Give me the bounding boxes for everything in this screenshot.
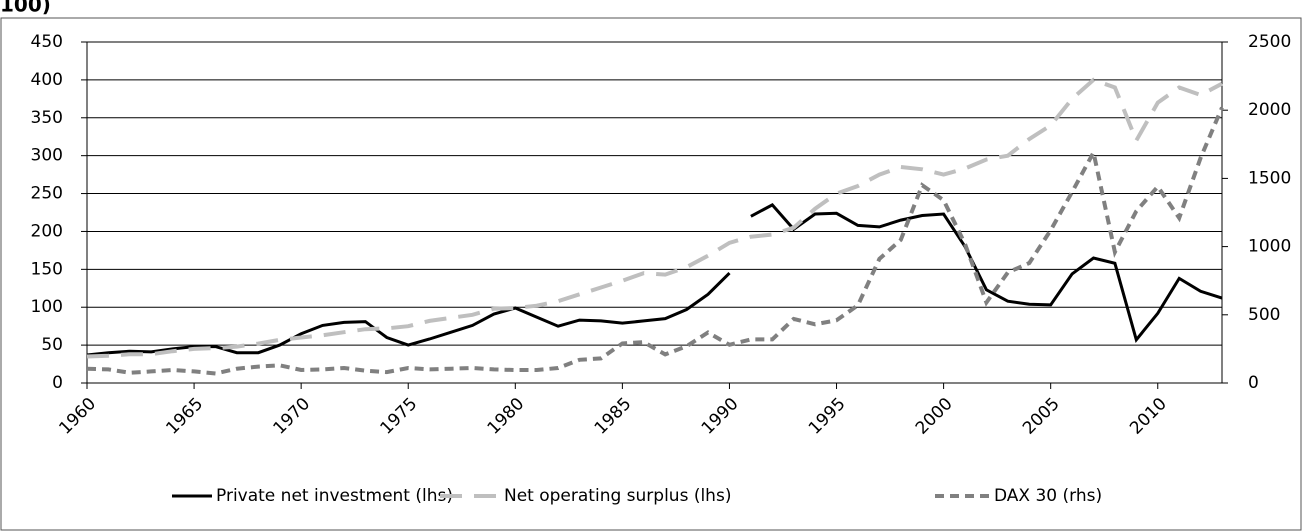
y-tick-label: 50 [41,335,63,355]
y2-tick-label: 2500 [1248,32,1291,52]
y2-tick-label: 2000 [1248,100,1291,120]
x-tick-label: 2005 [1019,394,1064,439]
chart-title: 100) [0,0,51,17]
x-tick-label: 1995 [805,394,850,439]
legend-label: DAX 30 (rhs) [994,486,1102,506]
y-tick-label: 150 [31,259,63,279]
y-tick-label: 200 [31,221,63,241]
y-tick-label: 100 [31,297,63,317]
y-tick-label: 350 [31,108,63,128]
series-line [86,106,1224,376]
y2-tick-label: 500 [1248,305,1280,325]
x-tick-label: 1970 [269,394,314,439]
legend-label: Private net investment (lhs) [216,486,453,506]
y-tick-label: 450 [31,32,63,52]
chart-border [0,17,1302,531]
y-tick-label: 400 [31,70,63,90]
y2-tick-label: 1500 [1248,168,1291,188]
y-tick-label: 0 [52,373,63,393]
x-tick-label: 2000 [912,394,957,439]
x-tick-label: 1980 [484,394,529,439]
series-line [86,203,1223,357]
series-line [86,77,1223,359]
y2-tick-label: 0 [1248,373,1259,393]
x-tick-label: 1975 [377,394,422,439]
y-tick-label: 300 [31,146,63,166]
x-tick-label: 1990 [698,394,743,439]
x-tick-label: 1985 [591,394,636,439]
y2-tick-label: 1000 [1248,237,1291,257]
x-tick-label: 1960 [55,394,100,439]
legend-label: Net operating surplus (lhs) [504,486,731,506]
y-tick-label: 250 [31,184,63,204]
x-tick-label: 1965 [162,394,207,439]
x-tick-label: 2010 [1126,394,1171,439]
